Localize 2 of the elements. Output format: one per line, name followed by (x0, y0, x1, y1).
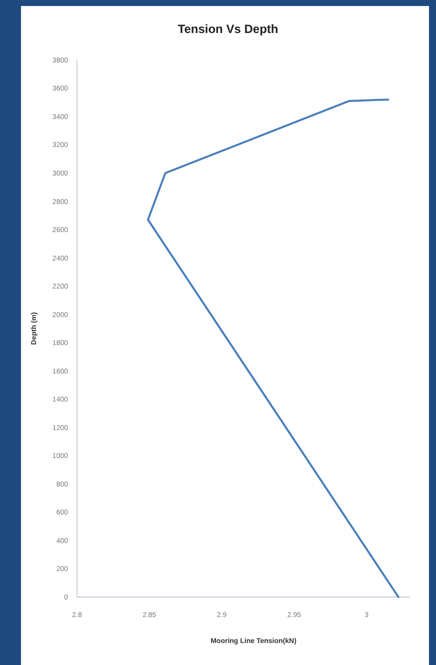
chart-title: Tension Vs Depth (178, 22, 278, 36)
line-series (146, 98, 400, 598)
